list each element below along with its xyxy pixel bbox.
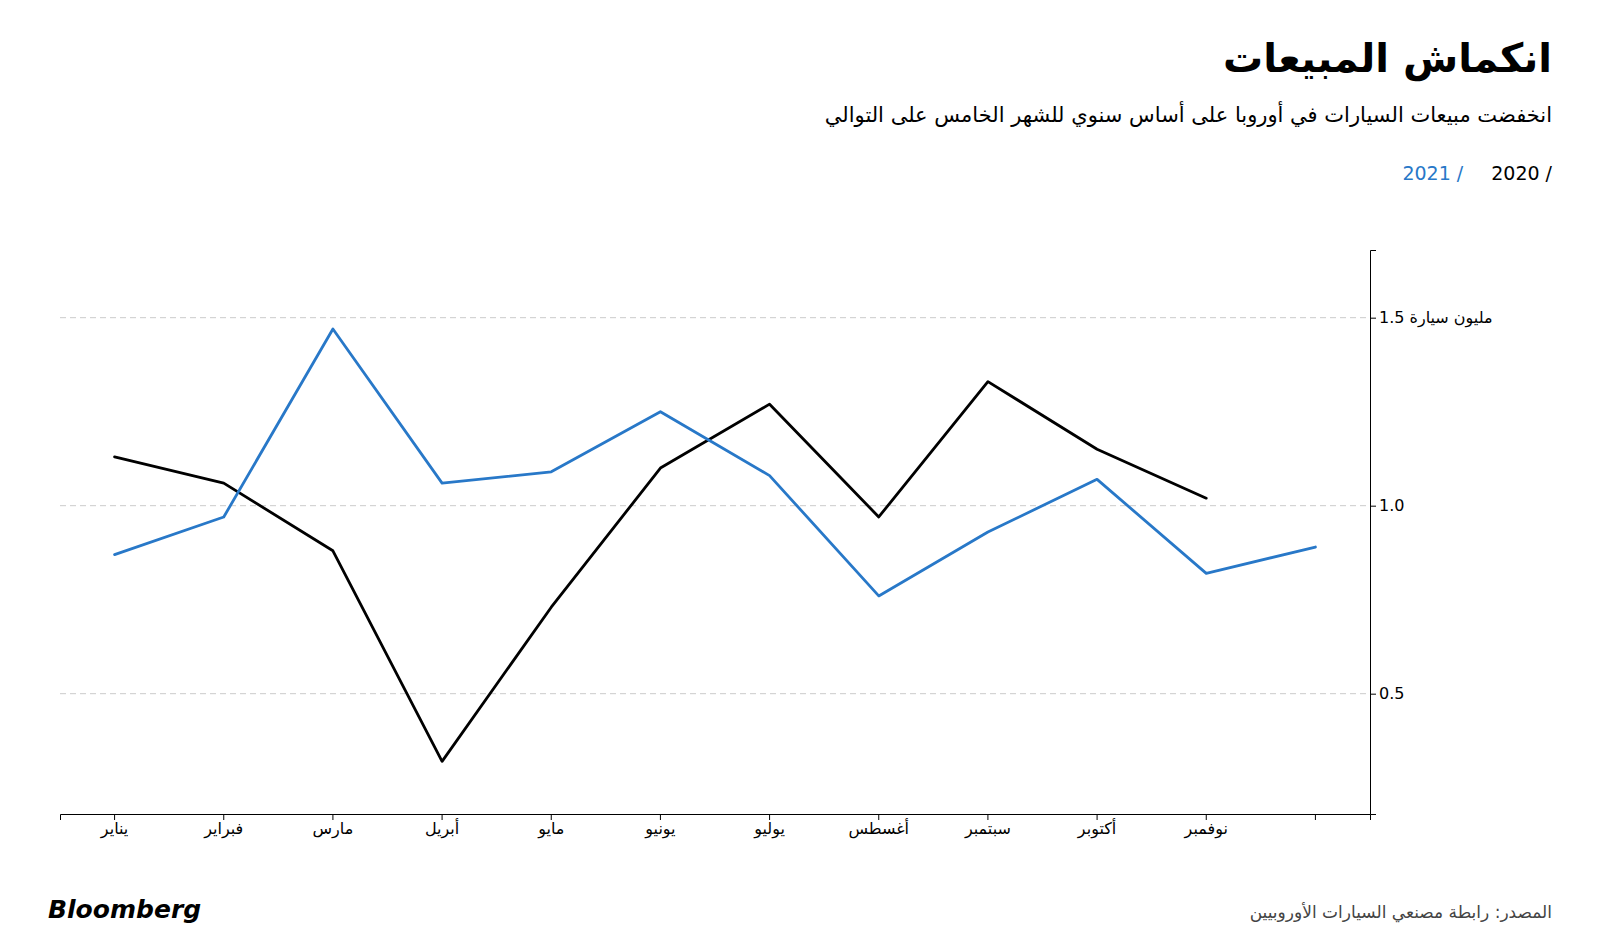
chart: انكماش المبيعات انخفضت مبيعات السيارات في… — [0, 0, 1600, 944]
x-tick-label: سبتمبر — [964, 819, 1011, 839]
x-tick: نوفمبر — [1184, 814, 1228, 839]
x-tick: يناير — [100, 814, 128, 839]
legend-entry: 2020 / — [1491, 162, 1552, 184]
y-tick-mark — [1370, 506, 1376, 507]
x-tick: أغسطس — [848, 814, 909, 839]
y-tick-label: 0.5 — [1379, 684, 1404, 703]
y-axis-line — [1371, 251, 1377, 815]
x-tick-label: مارس — [313, 819, 354, 839]
x-tick-label: يناير — [100, 819, 128, 839]
series-line — [115, 382, 1207, 762]
plot: يناير فبراير مارس أبريل مايو يونيو يوليو أغسطس س… — [60, 251, 1493, 840]
y-tick: 1.0 — [1370, 496, 1404, 515]
x-tick-label: أغسطس — [848, 818, 909, 839]
x-axis-line — [61, 815, 1371, 821]
x-tick-label: نوفمبر — [1184, 819, 1228, 839]
lines — [115, 329, 1316, 761]
x-tick: مايو — [537, 814, 564, 839]
x-tick — [1315, 814, 1316, 820]
x-tick: يونيو — [644, 814, 675, 839]
x-tick: مارس — [313, 814, 354, 839]
x-tick-label: فبراير — [203, 819, 243, 839]
x-tick-mark — [1315, 814, 1316, 820]
grid-line — [60, 693, 1370, 694]
x-tick-label: مايو — [537, 819, 564, 839]
x-tick-label: يوليو — [753, 819, 785, 839]
x-tick-label: يونيو — [644, 819, 675, 839]
y-tick: 0.5 — [1370, 684, 1404, 703]
x-tick: سبتمبر — [964, 814, 1011, 839]
title: انكماش المبيعات — [1223, 35, 1552, 82]
y-tick-mark — [1370, 318, 1376, 319]
y-tick-label: 1.5 مليون سيارة — [1379, 308, 1493, 328]
source: المصدر: رابطة مصنعي السيارات الأوروبيين — [1250, 902, 1552, 923]
legend-entry: 2021 / — [1402, 162, 1463, 184]
legend: 2020 / 2021 / — [1402, 162, 1552, 184]
x-tick-label: أبريل — [425, 818, 459, 839]
x-axis: يناير فبراير مارس أبريل مايو يونيو يوليو أغسطس س… — [61, 814, 1371, 839]
brand: Bloomberg — [48, 895, 201, 924]
grid — [60, 318, 1370, 694]
grid-line — [60, 505, 1370, 506]
x-tick: فبراير — [203, 814, 243, 839]
x-tick-label: أكتوبر — [1077, 818, 1116, 839]
y-tick-mark — [1370, 694, 1376, 695]
x-tick: يوليو — [753, 814, 785, 839]
x-tick: أبريل — [425, 814, 459, 839]
series-line — [115, 329, 1316, 596]
grid-line — [60, 317, 1370, 318]
y-tick-label: 1.0 — [1379, 496, 1404, 515]
subtitle: انخفضت مبيعات السيارات في أوروبا على أسا… — [825, 101, 1552, 127]
y-axis: 0.5 1.0 1.5 مليون سيارة — [1370, 251, 1493, 815]
y-tick: 1.5 مليون سيارة — [1370, 308, 1493, 328]
x-tick: أكتوبر — [1077, 814, 1116, 839]
